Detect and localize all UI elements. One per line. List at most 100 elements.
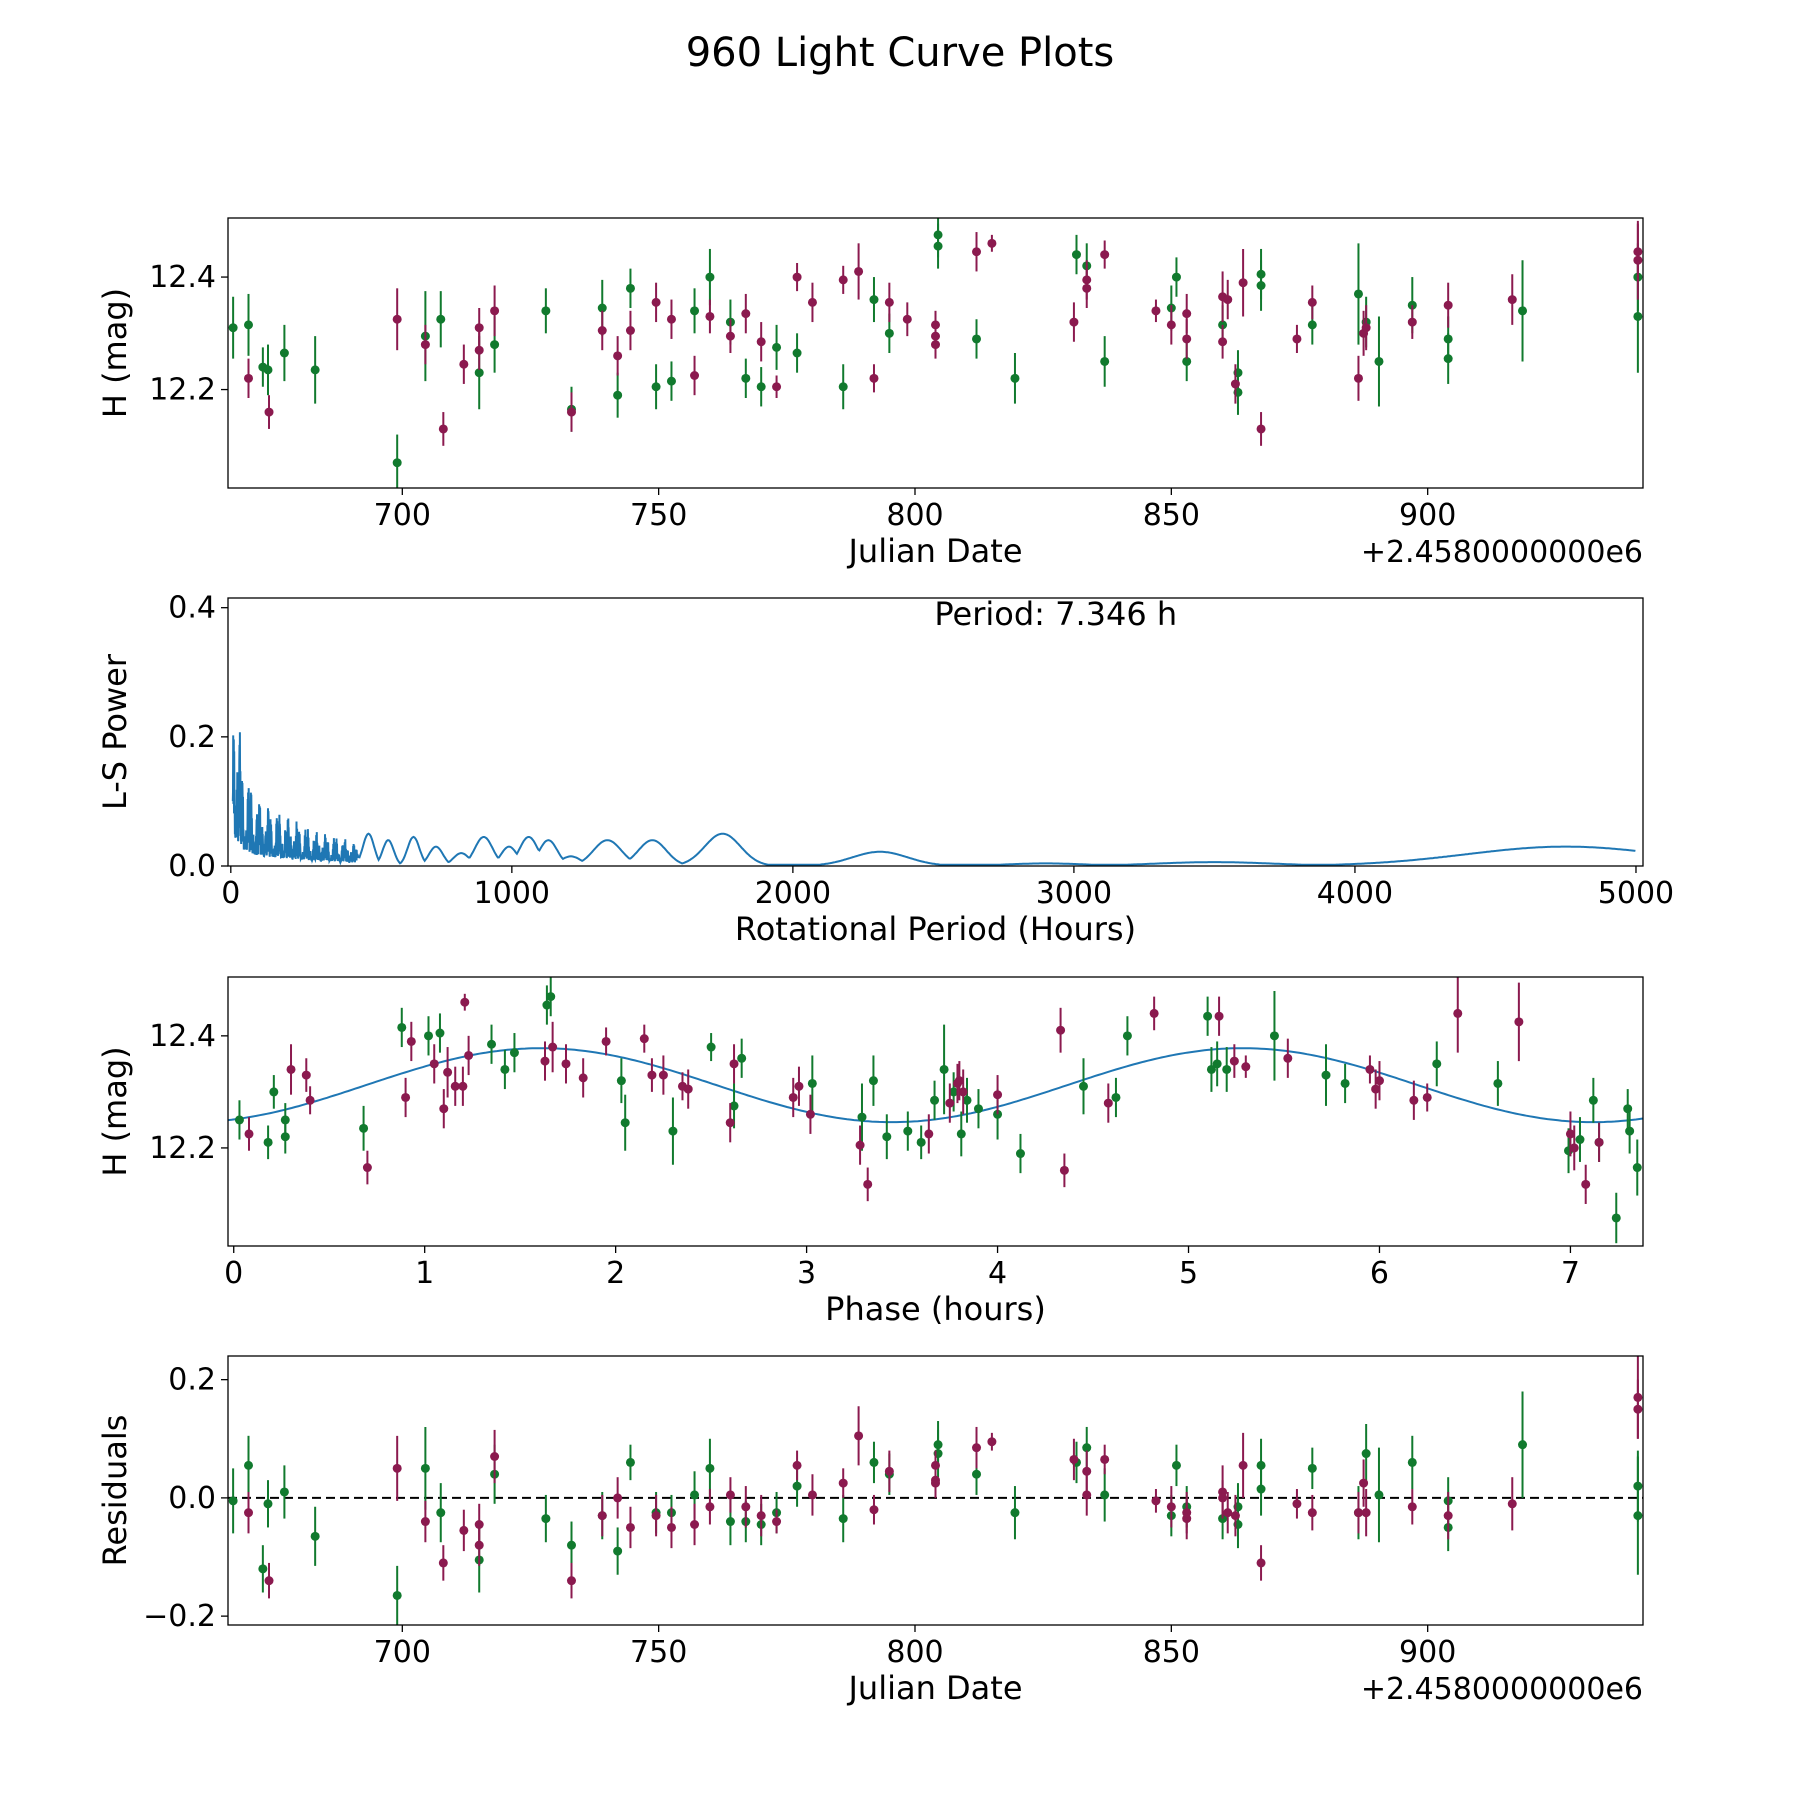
x-tick-label: 4000	[1317, 876, 1393, 911]
maroon-data-point	[578, 1073, 588, 1083]
maroon-data-point	[807, 297, 817, 307]
green-data-point	[725, 1517, 735, 1527]
periodogram-axes-frame	[227, 597, 1644, 867]
green-data-point	[857, 1112, 867, 1122]
maroon-data-point	[1353, 373, 1363, 383]
x-tick-label: 1000	[474, 876, 550, 911]
green-data-point	[792, 1481, 802, 1491]
green-data-point	[269, 1087, 279, 1097]
green-data-point	[1588, 1095, 1598, 1105]
maroon-data-point	[1307, 297, 1317, 307]
green-data-point	[1171, 1460, 1181, 1470]
maroon-data-point	[725, 331, 735, 341]
green-data-point	[1633, 311, 1643, 321]
x-offset-text: +2.4580000000e6	[1361, 535, 1643, 570]
maroon-data-point	[772, 382, 782, 392]
maroon-data-point	[264, 407, 274, 417]
green-data-point	[1269, 1031, 1279, 1041]
maroon-data-point	[438, 424, 448, 434]
green-data-point	[1078, 1081, 1088, 1091]
green-data-point	[1374, 356, 1384, 366]
maroon-data-point	[869, 1505, 879, 1515]
maroon-data-point	[1166, 1502, 1176, 1512]
maroon-data-point	[1082, 1466, 1092, 1476]
green-data-point	[1432, 1059, 1442, 1069]
maroon-data-point	[1374, 1076, 1384, 1086]
green-data-point	[1111, 1092, 1121, 1102]
green-data-point	[310, 365, 320, 375]
maroon-data-point	[244, 1508, 254, 1518]
lightcurve-plot-area	[228, 218, 1643, 488]
green-data-point	[1632, 1163, 1642, 1173]
maroon-data-point	[1100, 1454, 1110, 1464]
green-data-point	[690, 1490, 700, 1500]
maroon-data-point	[450, 1081, 460, 1091]
x-tick-label: 750	[630, 1635, 687, 1670]
x-tick-label: 5	[1179, 1256, 1198, 1291]
maroon-data-point	[863, 1179, 873, 1189]
green-data-point	[542, 1000, 552, 1010]
green-data-point	[424, 1031, 434, 1041]
maroon-data-point	[1453, 1008, 1463, 1018]
maroon-data-point	[1283, 1053, 1293, 1063]
maroon-data-point	[1292, 334, 1302, 344]
maroon-data-point	[666, 314, 676, 324]
maroon-data-point	[490, 1452, 500, 1462]
maroon-data-point	[597, 1511, 607, 1521]
y-tick-label: 12.2	[149, 1131, 216, 1166]
green-data-point	[1307, 320, 1317, 330]
maroon-data-point	[987, 238, 997, 248]
green-data-point	[705, 1463, 715, 1473]
maroon-data-point	[1507, 295, 1517, 305]
maroon-data-point	[1594, 1137, 1604, 1147]
maroon-data-point	[1166, 320, 1176, 330]
green-data-point	[279, 348, 289, 358]
green-data-point	[474, 368, 484, 378]
green-data-point	[903, 1126, 913, 1136]
green-data-point	[1518, 306, 1528, 316]
maroon-data-point	[1182, 309, 1192, 319]
green-data-point	[234, 1115, 244, 1125]
x-tick-label: 6	[1370, 1256, 1389, 1291]
y-tick-label: 12.2	[149, 373, 216, 408]
y-axis-label: L-S Power	[96, 653, 134, 810]
maroon-data-point	[286, 1064, 296, 1074]
green-data-point	[651, 382, 661, 392]
green-data-point	[620, 1118, 630, 1128]
phased-plot-area	[228, 977, 1643, 1244]
green-data-point	[705, 272, 715, 282]
maroon-data-point	[1256, 1558, 1266, 1568]
maroon-data-point	[1230, 1511, 1240, 1521]
maroon-data-point	[1223, 295, 1233, 305]
green-data-point	[435, 1028, 445, 1038]
green-data-point	[613, 1546, 623, 1556]
x-tick-label: 900	[1399, 1635, 1456, 1670]
maroon-data-point	[443, 1067, 453, 1077]
maroon-data-point	[1151, 1496, 1161, 1506]
green-data-point	[1256, 1484, 1266, 1494]
green-data-point	[1212, 1059, 1222, 1069]
maroon-data-point	[1230, 379, 1240, 389]
maroon-data-point	[244, 373, 254, 383]
green-data-point	[930, 1095, 940, 1105]
x-tick-label: 0	[221, 876, 240, 911]
maroon-data-point	[805, 1109, 815, 1119]
x-tick-label: 750	[630, 498, 687, 533]
green-data-point	[916, 1137, 926, 1147]
x-tick-label: 800	[886, 1635, 943, 1670]
green-data-point	[1182, 356, 1192, 366]
maroon-data-point	[807, 1490, 817, 1500]
maroon-data-point	[1565, 1129, 1575, 1139]
maroon-data-point	[792, 1460, 802, 1470]
green-data-point	[690, 306, 700, 316]
maroon-data-point	[690, 1519, 700, 1529]
maroon-data-point	[458, 1081, 468, 1091]
green-data-point	[279, 1487, 289, 1497]
green-data-point	[1633, 1511, 1643, 1521]
maroon-data-point	[658, 1070, 668, 1080]
green-data-point	[962, 1095, 972, 1105]
green-data-point	[509, 1048, 519, 1058]
maroon-data-point	[741, 309, 751, 319]
green-data-point	[868, 1076, 878, 1086]
green-data-point	[729, 1101, 739, 1111]
